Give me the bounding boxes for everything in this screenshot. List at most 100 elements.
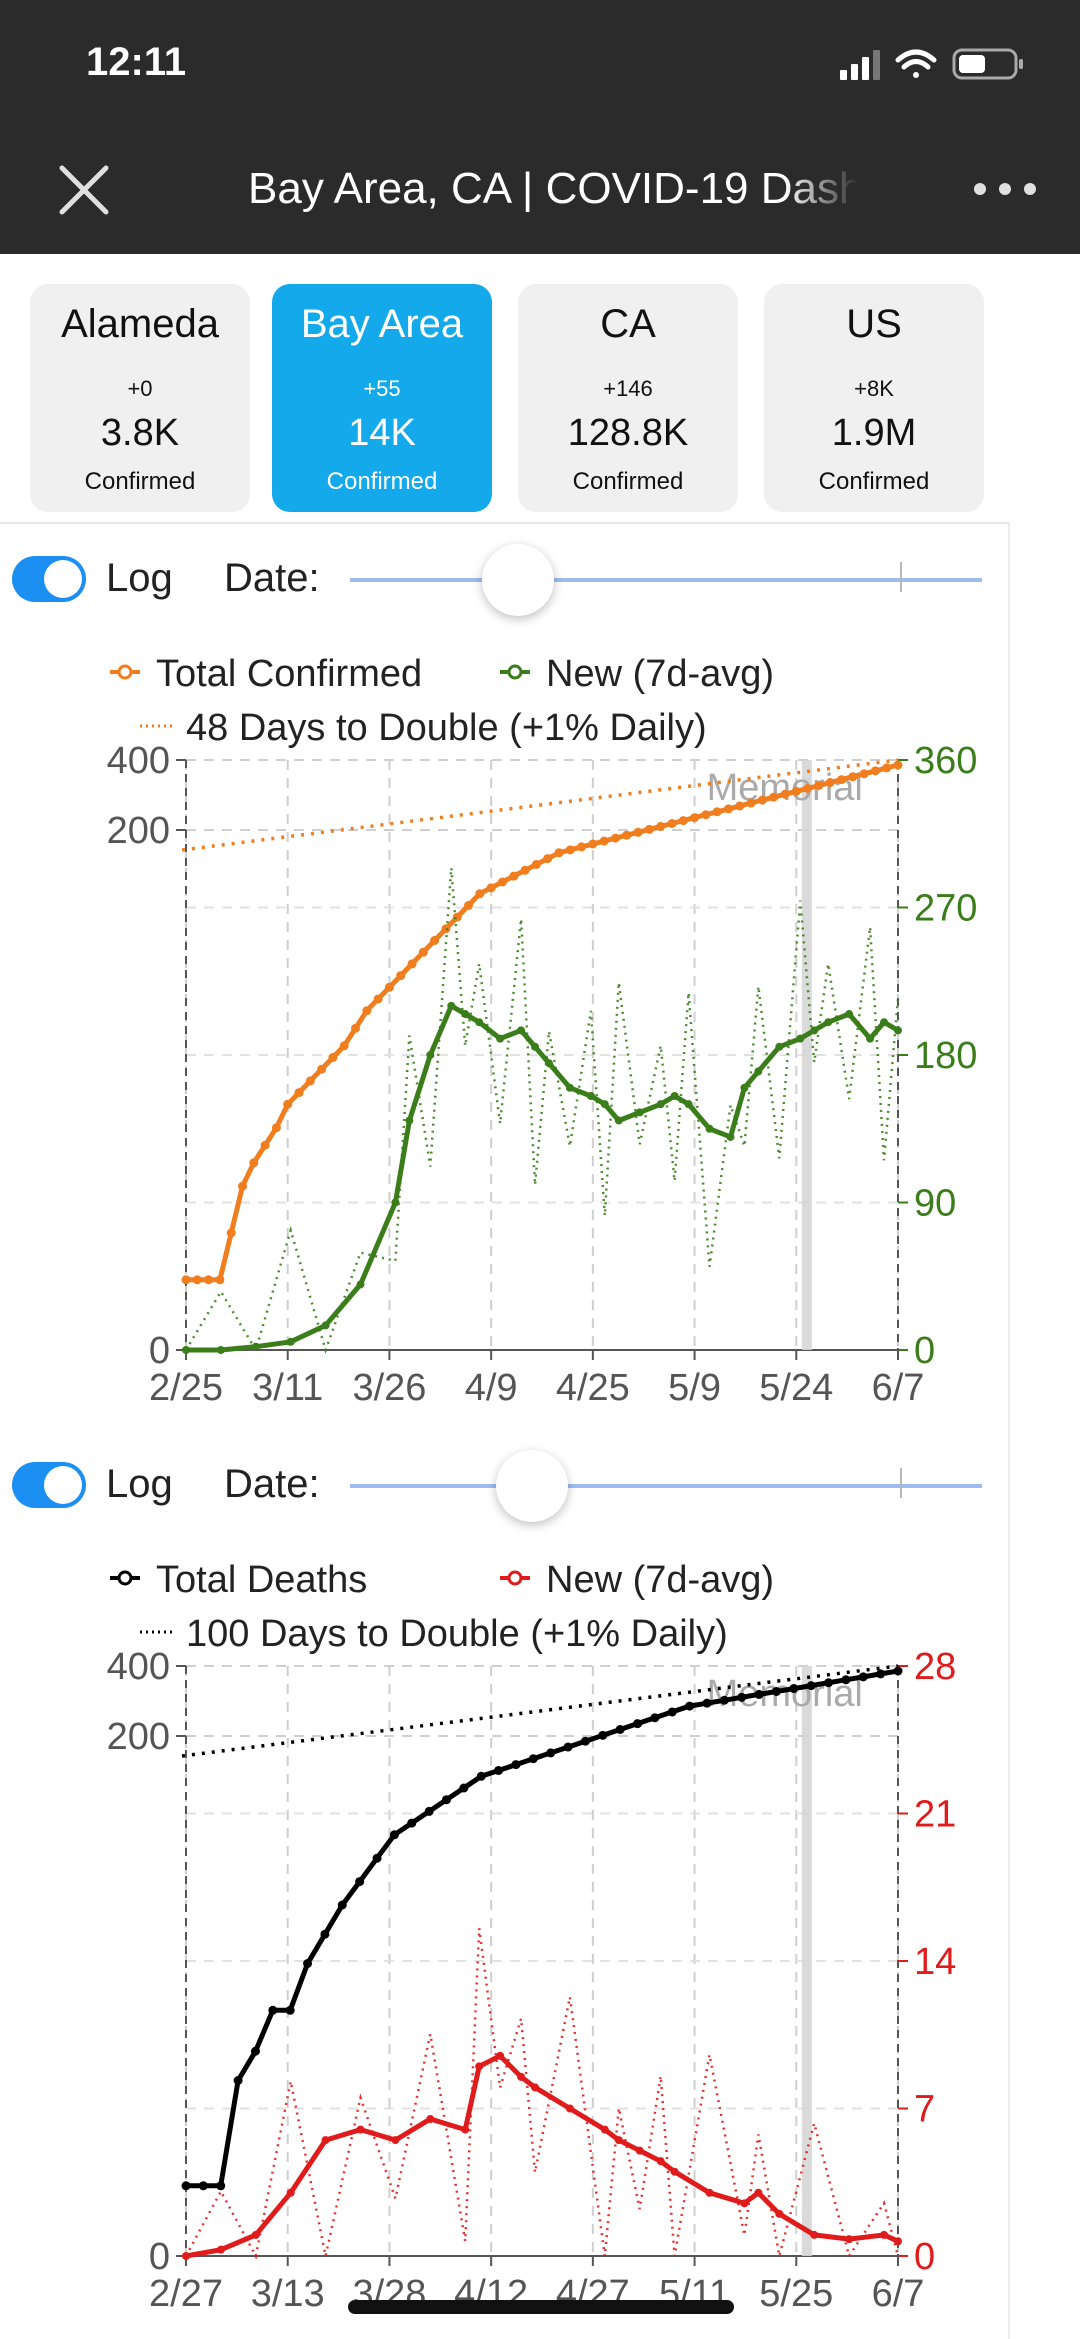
total-point — [893, 1666, 903, 1676]
y-right-tick-label: 28 — [914, 1646, 956, 1688]
new-point — [635, 2146, 644, 2155]
new-point — [321, 2136, 330, 2145]
total-point — [789, 1684, 799, 1694]
card-bay-area[interactable]: Bay Area +55 14K Confirmed — [272, 284, 492, 512]
y-left-tick-label: 0 — [149, 1330, 170, 1372]
total-point — [824, 1678, 834, 1688]
new-point — [496, 2051, 505, 2060]
new-point — [726, 1132, 735, 1141]
total-point — [328, 1053, 338, 1062]
legend-new-label: New (7d-avg) — [546, 1559, 774, 1601]
new-series — [182, 867, 902, 1355]
card-delta: +0 — [127, 376, 153, 401]
new-point — [635, 1108, 644, 1117]
log-toggle[interactable] — [12, 1462, 86, 1508]
new-daily-line — [184, 867, 900, 1355]
legend-new-marker — [507, 1570, 523, 1586]
card-value: 14K — [348, 412, 416, 454]
page-title: Bay Area, CA | COVID-19 Dashboard — [248, 164, 858, 213]
card-name: US — [846, 302, 902, 346]
card-ca[interactable]: CA +146 128.8K Confirmed — [518, 284, 738, 512]
total-point — [543, 854, 553, 864]
total-point — [577, 842, 587, 852]
legend-new-marker — [507, 664, 523, 680]
x-tick-label: 3/26 — [352, 1367, 426, 1409]
card-name: Alameda — [61, 302, 219, 346]
total-point — [283, 1099, 293, 1109]
total-point — [494, 1765, 504, 1775]
more-icon[interactable] — [970, 174, 1040, 204]
panel-border — [1008, 522, 1010, 2339]
total-point — [260, 1140, 270, 1150]
memorial-label: Memorial — [707, 767, 863, 809]
new-point — [216, 2245, 225, 2254]
signal-icon — [840, 50, 880, 80]
total-point — [678, 816, 688, 826]
doubling-line — [181, 1664, 899, 1758]
date-slider-track[interactable] — [350, 1484, 982, 1488]
close-icon[interactable] — [54, 160, 114, 220]
total-point — [249, 1158, 259, 1168]
total-point — [814, 780, 824, 790]
date-slider-thumb[interactable] — [496, 1450, 568, 1522]
total-point — [362, 1006, 372, 1016]
new-point — [391, 2136, 400, 2145]
new-point — [356, 2125, 365, 2134]
total-point — [355, 1877, 365, 1887]
total-point — [238, 1181, 248, 1191]
card-label: Confirmed — [818, 468, 930, 495]
legend-total-marker — [117, 1570, 133, 1586]
card-value: 128.8K — [567, 412, 689, 454]
total-point — [580, 1736, 590, 1746]
confirmed-controls: Log Date: — [0, 542, 1080, 622]
total-point — [320, 1929, 330, 1939]
total-point — [712, 807, 722, 817]
confirmed-chart-svg: Total Confirmed New (7d-avg) 48 Days to Do… — [107, 653, 978, 1409]
new-point — [705, 1124, 714, 1133]
total-point — [509, 871, 519, 881]
card-us[interactable]: US +8K 1.9M Confirmed — [764, 284, 984, 512]
date-slider-tick — [900, 562, 902, 592]
new-point — [614, 2136, 623, 2145]
card-alameda[interactable]: Alameda +0 3.8K Confirmed — [30, 284, 250, 512]
new-point — [880, 1018, 889, 1027]
y-left-tick-label: 200 — [107, 810, 170, 852]
total-point — [563, 1742, 573, 1752]
date-slider-thumb[interactable] — [482, 544, 554, 616]
total-point — [588, 839, 598, 849]
date-slider-track[interactable] — [350, 578, 982, 582]
total-series-line — [186, 762, 899, 1283]
new-point — [475, 1018, 484, 1027]
y-left-tick-label: 400 — [107, 1646, 170, 1688]
total-point — [418, 947, 428, 957]
total-point — [882, 763, 892, 773]
home-indicator — [348, 2300, 734, 2314]
total-point — [459, 1783, 469, 1793]
log-label: Log — [106, 556, 173, 600]
new-point — [447, 1001, 456, 1010]
total-point — [633, 827, 643, 837]
legend-total-marker — [117, 664, 133, 680]
new-point — [600, 1100, 609, 1109]
new-point — [216, 1346, 225, 1354]
log-toggle[interactable] — [12, 556, 86, 602]
new-point — [845, 1010, 854, 1019]
total-point — [268, 2005, 278, 2015]
total-series — [181, 1666, 903, 2191]
status-bar: 12:11 — [0, 0, 1080, 130]
new-point — [880, 2230, 889, 2239]
new-point — [565, 1083, 574, 1092]
memorial-line — [801, 1666, 812, 2256]
y-right-tick-label: 0 — [914, 1330, 935, 1372]
total-point — [475, 889, 485, 899]
total-point — [384, 982, 394, 992]
total-point — [737, 1692, 747, 1702]
legend-total-label: Total Deaths — [156, 1559, 367, 1601]
total-point — [690, 813, 700, 823]
legend-new-label: New (7d-avg) — [546, 653, 774, 695]
x-tick-label: 6/7 — [872, 2273, 925, 2315]
wifi-icon — [895, 49, 937, 78]
new-point — [656, 1100, 665, 1109]
total-point — [285, 2005, 295, 2015]
new-point — [286, 2188, 295, 2197]
